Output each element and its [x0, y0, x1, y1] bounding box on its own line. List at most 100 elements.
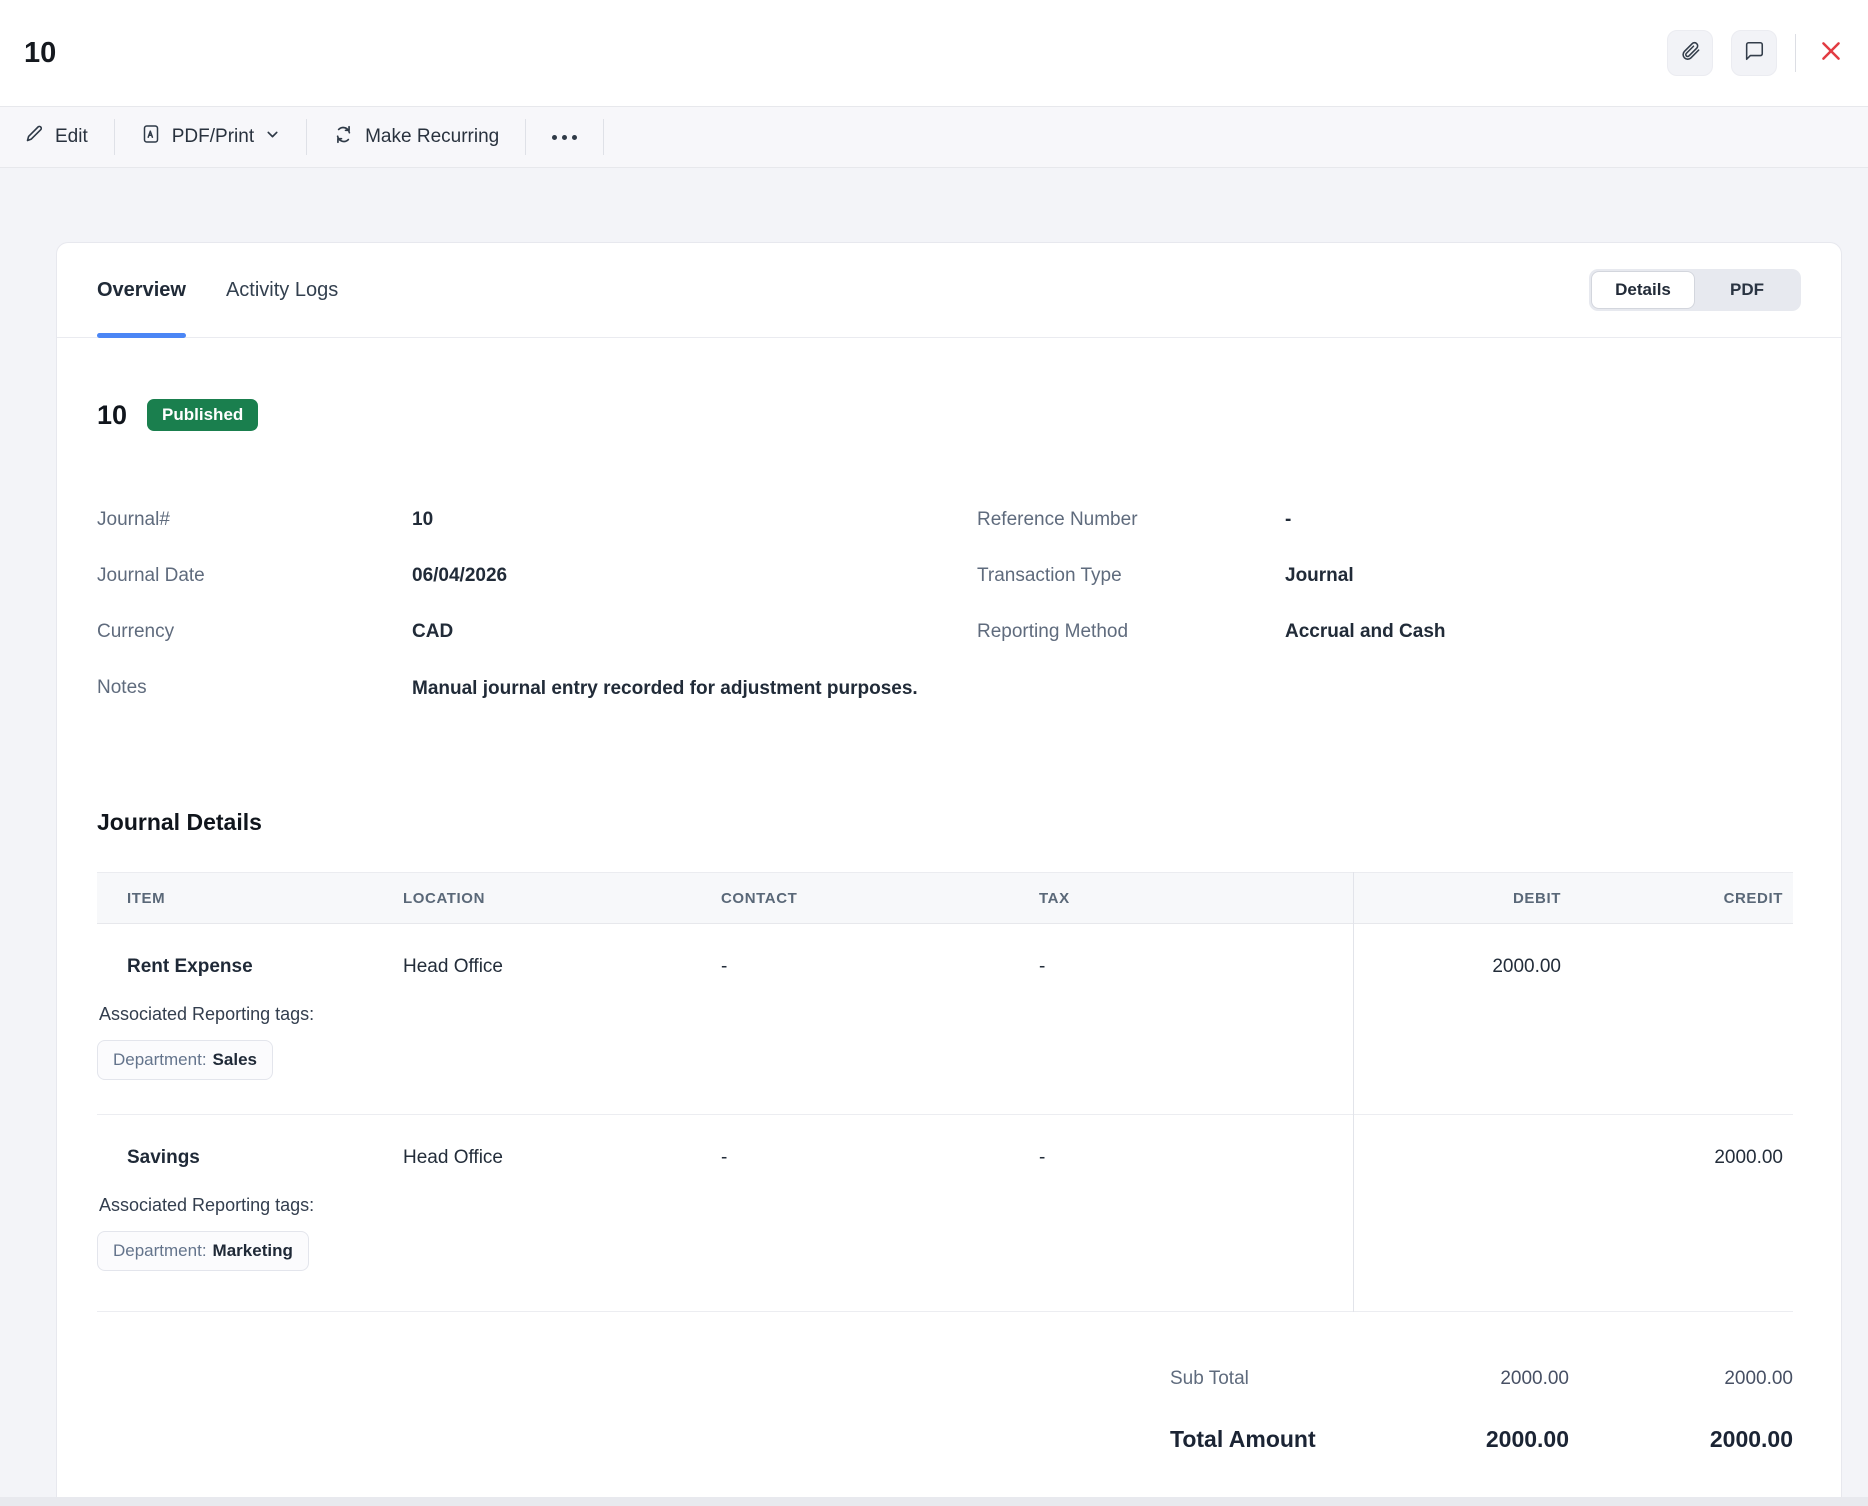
table-row-main: Rent Expense Head Office - - 2000.00	[97, 954, 1793, 980]
toggle-details[interactable]: Details	[1591, 271, 1695, 309]
field-value: Accrual and Cash	[1285, 621, 1446, 642]
totals-section: Sub Total 2000.00 2000.00 Total Amount 2…	[97, 1368, 1793, 1453]
comment-bubble-icon	[1743, 40, 1765, 67]
field-label: Journal Date	[97, 565, 205, 586]
document-heading: 10 Published	[97, 399, 1801, 431]
contact-cell: -	[721, 1147, 728, 1168]
page-title: 10	[24, 36, 57, 69]
pencil-icon	[24, 124, 44, 150]
tab-overview[interactable]: Overview	[97, 243, 186, 338]
header-divider	[1795, 34, 1796, 72]
attachment-button[interactable]	[1667, 30, 1713, 76]
contact-cell: -	[721, 956, 728, 977]
amount-column-divider	[1353, 872, 1354, 1312]
tabs-bar: Overview Activity Logs Details PDF	[57, 243, 1841, 338]
column-header-debit: DEBIT	[1513, 889, 1561, 907]
reporting-tag-chip: Department: Marketing	[97, 1231, 309, 1271]
field-journal-date: Journal Date 06/04/2026	[97, 563, 977, 589]
journal-details-table: ITEM LOCATION CONTACT TAX DEBIT CREDIT R…	[97, 872, 1793, 1312]
reporting-tag-chip: Department: Sales	[97, 1040, 273, 1080]
journal-details-heading: Journal Details	[97, 809, 262, 835]
total-amount-label: Total Amount	[1170, 1426, 1316, 1452]
tab-activity-logs-label: Activity Logs	[225, 278, 339, 301]
column-header-credit: CREDIT	[1723, 889, 1783, 907]
total-amount-credit: 2000.00	[1709, 1426, 1793, 1452]
table-header-row: ITEM LOCATION CONTACT TAX DEBIT CREDIT	[97, 872, 1793, 924]
location-cell: Head Office	[403, 956, 503, 977]
field-value: 10	[412, 509, 434, 530]
tax-cell: -	[1039, 956, 1046, 977]
journal-card: Overview Activity Logs Details PDF 10 Pu…	[56, 242, 1842, 1506]
field-label: Transaction Type	[977, 565, 1122, 586]
field-currency: Currency CAD	[97, 619, 977, 645]
table-row-main: Savings Head Office - - 2000.00	[97, 1145, 1793, 1171]
pdf-print-label: PDF/Print	[171, 126, 255, 147]
status-badge: Published	[147, 399, 259, 431]
pdf-file-icon	[141, 124, 161, 150]
field-value: Journal	[1285, 565, 1354, 586]
tab-overview-label: Overview	[97, 278, 186, 301]
field-reporting-method: Reporting Method Accrual and Cash	[977, 619, 1801, 645]
field-notes: Notes Manual journal entry recorded for …	[97, 675, 977, 711]
content-area: Overview Activity Logs Details PDF 10 Pu…	[0, 168, 1868, 1506]
make-recurring-button[interactable]: Make Recurring	[307, 119, 527, 155]
fields-right-column: Reference Number - Transaction Type Jour…	[977, 507, 1801, 741]
action-toolbar: Edit PDF/Print Make Recurring	[0, 106, 1868, 168]
chevron-down-icon	[265, 126, 280, 148]
journal-number-heading: 10	[97, 399, 128, 430]
table-row: Rent Expense Head Office - - 2000.00 Ass…	[97, 924, 1793, 1115]
fields-left-column: Journal# 10 Journal Date 06/04/2026 Curr…	[97, 507, 977, 741]
column-header-contact: CONTACT	[721, 889, 798, 907]
comments-button[interactable]	[1731, 30, 1777, 76]
field-label: Journal#	[97, 509, 170, 530]
field-reference-number: Reference Number -	[977, 507, 1801, 533]
total-amount-row: Total Amount 2000.00 2000.00	[97, 1426, 1793, 1453]
close-button[interactable]	[1814, 36, 1848, 70]
subtotal-credit: 2000.00	[1724, 1368, 1793, 1389]
tax-cell: -	[1039, 1147, 1046, 1168]
tag-value: Marketing	[212, 1241, 293, 1260]
fields-section: Journal# 10 Journal Date 06/04/2026 Curr…	[97, 507, 1801, 741]
field-value: CAD	[412, 621, 454, 642]
field-value: Manual journal entry recorded for adjust…	[412, 678, 918, 699]
field-label: Reporting Method	[977, 621, 1129, 642]
ellipsis-icon	[552, 134, 578, 140]
subtotal-label: Sub Total	[1170, 1368, 1249, 1389]
column-header-location: LOCATION	[403, 889, 486, 907]
reporting-tags-label: Associated Reporting tags:	[99, 1195, 315, 1215]
tag-name: Department:	[113, 1241, 207, 1260]
tab-activity-logs[interactable]: Activity Logs	[226, 243, 338, 337]
debit-cell: 2000.00	[1492, 956, 1561, 977]
horizontal-scrollbar-track[interactable]	[0, 1497, 1868, 1506]
more-actions-button[interactable]	[526, 119, 605, 155]
recurring-icon	[333, 124, 354, 151]
field-label: Currency	[97, 621, 175, 642]
field-label: Reference Number	[977, 509, 1138, 530]
item-cell: Savings	[127, 1147, 200, 1168]
credit-cell: 2000.00	[1714, 1147, 1783, 1168]
tag-value: Sales	[212, 1050, 257, 1069]
column-header-item: ITEM	[127, 889, 166, 907]
reporting-tags-label: Associated Reporting tags:	[99, 1004, 315, 1024]
edit-button[interactable]: Edit	[24, 119, 115, 155]
item-cell: Rent Expense	[127, 956, 253, 977]
field-transaction-type: Transaction Type Journal	[977, 563, 1801, 589]
tag-name: Department:	[113, 1050, 207, 1069]
details-pdf-toggle: Details PDF	[1589, 269, 1801, 311]
field-value: 06/04/2026	[412, 565, 508, 586]
edit-label: Edit	[55, 126, 88, 147]
make-recurring-label: Make Recurring	[365, 126, 500, 147]
total-amount-debit: 2000.00	[1485, 1426, 1569, 1452]
field-label: Notes	[97, 677, 147, 698]
toggle-pdf[interactable]: PDF	[1730, 280, 1764, 299]
header-actions	[1667, 30, 1848, 76]
subtotal-debit: 2000.00	[1500, 1368, 1569, 1389]
close-icon	[1818, 38, 1844, 69]
column-header-tax: TAX	[1039, 889, 1070, 907]
subtotal-row: Sub Total 2000.00 2000.00	[97, 1368, 1793, 1390]
field-journal-number: Journal# 10	[97, 507, 977, 533]
pdf-print-button[interactable]: PDF/Print	[115, 119, 308, 155]
location-cell: Head Office	[403, 1147, 503, 1168]
top-header: 10	[0, 0, 1868, 106]
table-row: Savings Head Office - - 2000.00 Associat…	[97, 1115, 1793, 1312]
